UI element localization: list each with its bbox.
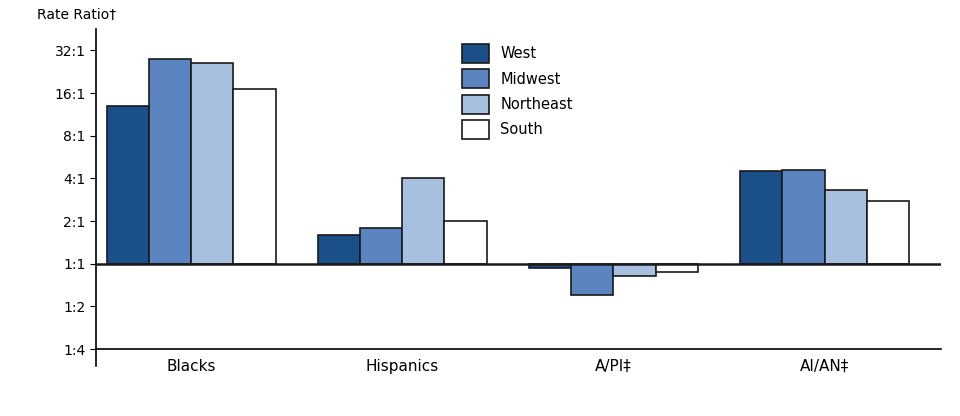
Bar (444, 221, 487, 264)
Text: Rate Ratio†: Rate Ratio† (36, 8, 116, 22)
Bar (656, 264, 698, 272)
Bar (825, 190, 867, 264)
Bar (782, 170, 825, 264)
Bar (318, 235, 360, 264)
Bar (402, 178, 444, 264)
Bar (191, 63, 233, 264)
Bar (740, 171, 782, 264)
Bar (107, 106, 149, 264)
Bar (613, 264, 656, 276)
Bar (360, 228, 402, 264)
Bar (233, 89, 276, 264)
Bar (149, 59, 191, 264)
Bar (529, 264, 571, 268)
Bar (571, 264, 613, 295)
Legend: West, Midwest, Northeast, South: West, Midwest, Northeast, South (458, 40, 577, 143)
Bar (867, 201, 909, 264)
